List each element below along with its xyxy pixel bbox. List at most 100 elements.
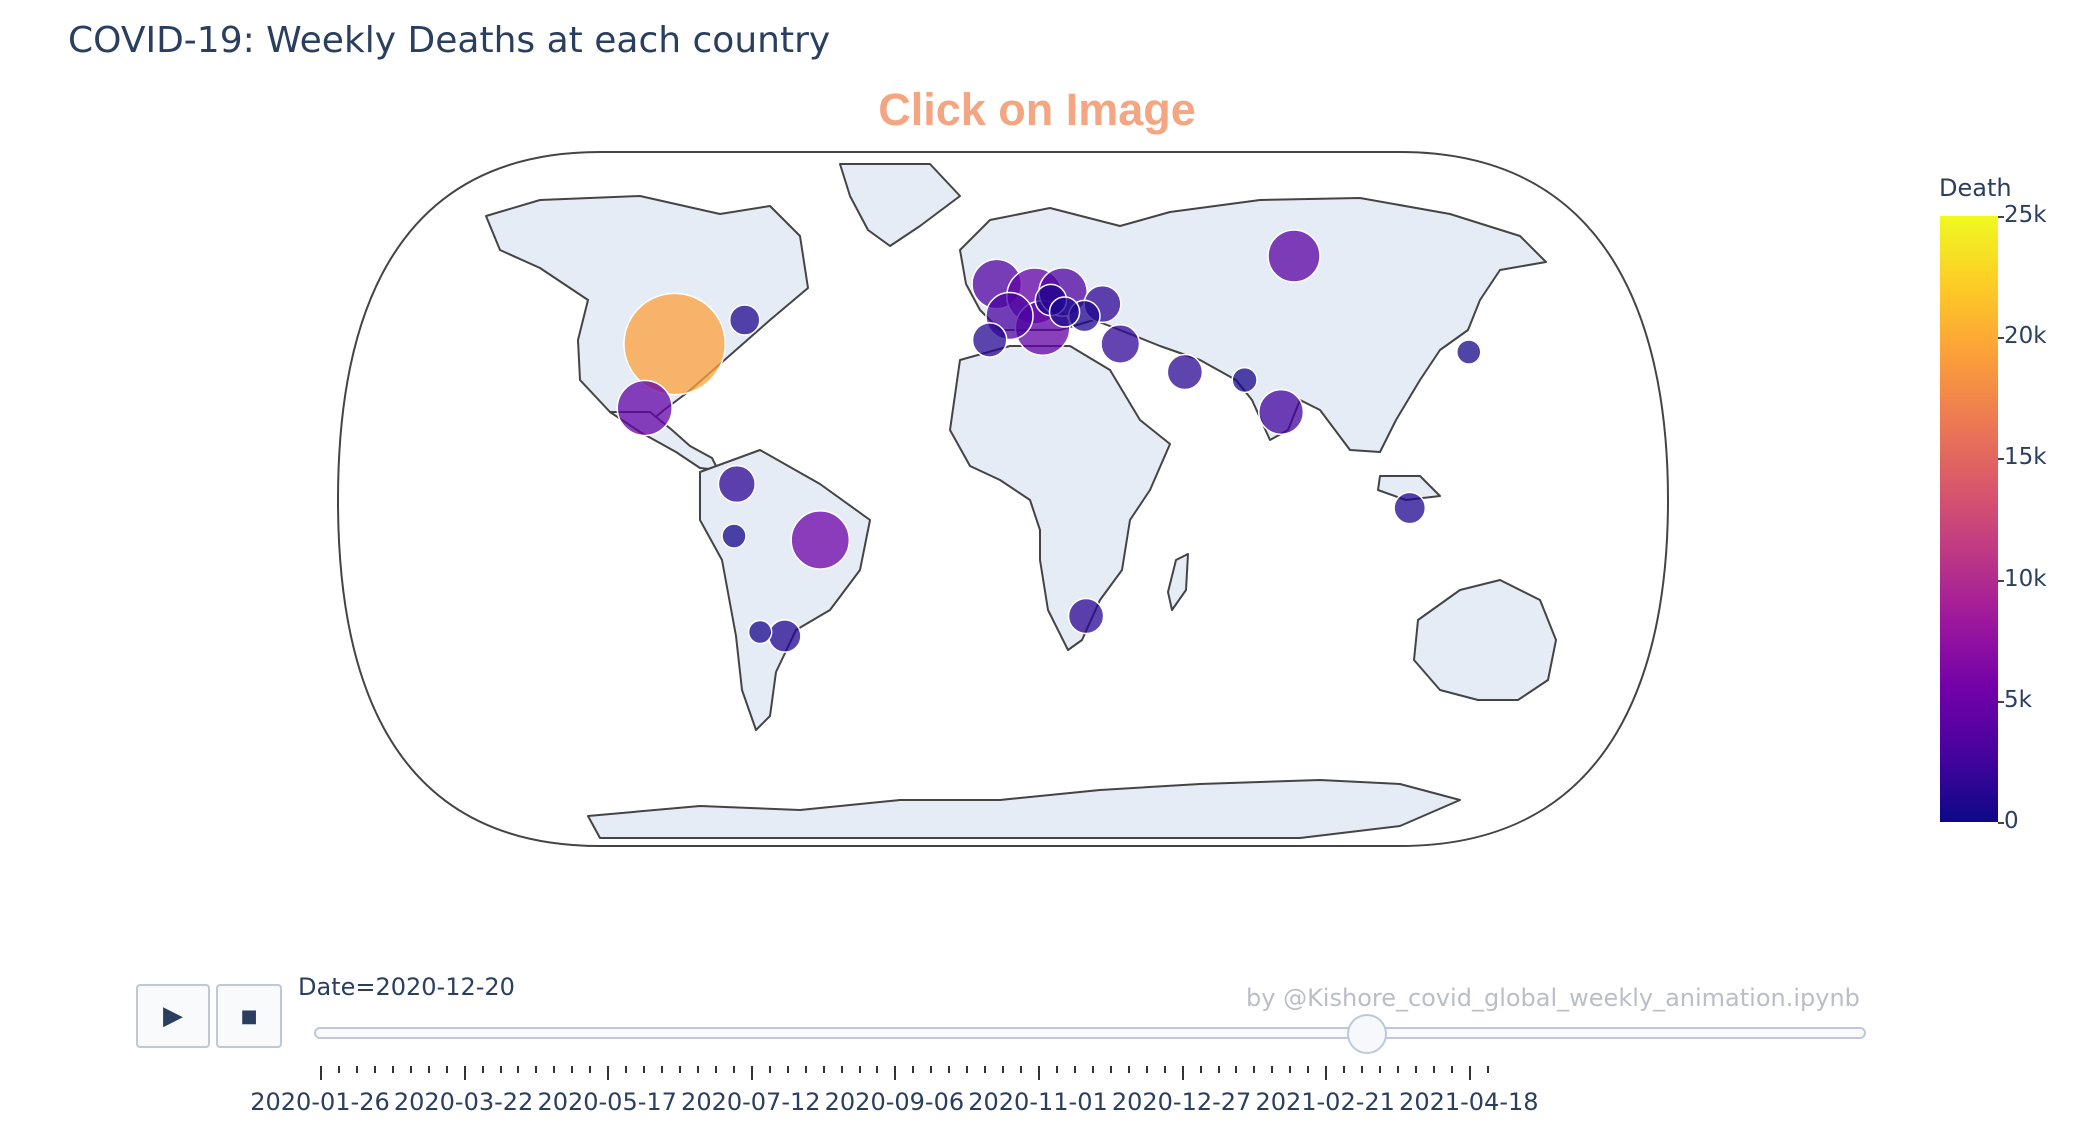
slider-tick bbox=[840, 1066, 843, 1073]
bubble-argentina[interactable] bbox=[767, 619, 802, 653]
slider-tick bbox=[1055, 1066, 1058, 1073]
slider-tick-label[interactable]: 2020-03-22 bbox=[393, 1088, 534, 1116]
slider-tick bbox=[1432, 1066, 1435, 1073]
slider-tick bbox=[499, 1066, 502, 1073]
stop-icon: ■ bbox=[240, 1005, 258, 1027]
bubble-peru[interactable] bbox=[721, 523, 747, 549]
colorbar bbox=[1940, 216, 1998, 822]
bubble-brazil[interactable] bbox=[790, 510, 851, 570]
land-australia bbox=[1413, 579, 1557, 701]
bubble-mexico[interactable] bbox=[616, 379, 673, 437]
slider-tick bbox=[1217, 1066, 1220, 1073]
slider-tick bbox=[391, 1066, 394, 1073]
world-map[interactable] bbox=[0, 0, 2074, 900]
slider-tick bbox=[1271, 1066, 1274, 1073]
slider-tick bbox=[696, 1066, 699, 1073]
bubble-canada[interactable] bbox=[728, 304, 761, 336]
slider-tick bbox=[625, 1066, 628, 1073]
land-indonesia bbox=[1377, 475, 1441, 501]
slider-tick bbox=[571, 1066, 574, 1073]
slider-tick-label[interactable]: 2020-07-12 bbox=[681, 1088, 821, 1116]
slider-tick-label[interactable]: 2020-01-26 bbox=[250, 1088, 390, 1116]
colorbar-tick bbox=[1998, 579, 2004, 582]
slider-tick bbox=[1253, 1066, 1256, 1073]
death-bubbles bbox=[616, 229, 1482, 653]
colorbar-tick-label: 25k bbox=[2004, 202, 2047, 228]
slider-tick bbox=[1379, 1066, 1382, 1073]
slider-tick bbox=[1468, 1066, 1471, 1080]
slider-tick-label[interactable]: 2020-09-06 bbox=[824, 1088, 965, 1116]
slider-tick bbox=[445, 1066, 448, 1073]
slider-tick bbox=[930, 1066, 933, 1073]
slider-tick bbox=[661, 1066, 664, 1073]
slider-tick-label[interactable]: 2021-02-21 bbox=[1255, 1088, 1395, 1116]
play-icon: ▶ bbox=[163, 1001, 183, 1031]
slider-tick bbox=[1199, 1066, 1202, 1073]
slider-handle[interactable] bbox=[1347, 1014, 1387, 1054]
slider-tick bbox=[481, 1066, 484, 1073]
colorbar-tick-label: 0 bbox=[2004, 808, 2019, 834]
slider-tick-label[interactable]: 2021-04-18 bbox=[1399, 1088, 1539, 1116]
slider-tick bbox=[463, 1066, 466, 1080]
slider-tick bbox=[1289, 1066, 1292, 1073]
slider-tick bbox=[714, 1066, 717, 1073]
bubble-indonesia[interactable] bbox=[1393, 491, 1427, 525]
slider-tick bbox=[337, 1066, 340, 1073]
play-button[interactable]: ▶ bbox=[136, 984, 210, 1048]
slider-tick bbox=[535, 1066, 538, 1073]
colorbar-tick-label: 10k bbox=[2004, 565, 2047, 592]
slider-tick-label[interactable]: 2020-05-17 bbox=[537, 1088, 677, 1116]
slider-tick bbox=[876, 1066, 879, 1073]
slider-tick bbox=[1343, 1066, 1346, 1073]
slider-tick bbox=[409, 1066, 412, 1073]
bubble-turkey[interactable] bbox=[1100, 324, 1141, 364]
bubble-south-africa[interactable] bbox=[1067, 597, 1105, 635]
colorbar-tick-label: 15k bbox=[2004, 444, 2047, 471]
land-antarctica bbox=[587, 779, 1461, 839]
bubble-colombia[interactable] bbox=[717, 464, 756, 504]
slider-rail[interactable] bbox=[314, 1027, 1866, 1039]
bubble-russia[interactable] bbox=[1267, 229, 1321, 283]
bubble-india[interactable] bbox=[1258, 388, 1305, 436]
slider-tick bbox=[427, 1066, 430, 1073]
slider-tick bbox=[1361, 1066, 1364, 1073]
slider-tick bbox=[1486, 1066, 1489, 1073]
slider-tick bbox=[1127, 1066, 1130, 1073]
slider-tick bbox=[1325, 1066, 1328, 1080]
bubble-chile[interactable] bbox=[747, 619, 773, 645]
bubble-united-states[interactable] bbox=[623, 292, 727, 396]
slider-tick bbox=[1091, 1066, 1094, 1073]
slider-tick bbox=[643, 1066, 646, 1073]
bubble-japan[interactable] bbox=[1456, 339, 1482, 365]
slider-tick bbox=[1397, 1066, 1399, 1073]
slider-tick bbox=[1307, 1066, 1310, 1073]
slider-tick-label[interactable]: 2020-11-01 bbox=[968, 1088, 1108, 1116]
slider-tick bbox=[966, 1066, 969, 1073]
slider-tick-label[interactable]: 2020-12-27 bbox=[1111, 1088, 1252, 1116]
slider-tick bbox=[679, 1066, 681, 1073]
slider-tick bbox=[822, 1066, 825, 1073]
slider-tick bbox=[768, 1066, 771, 1073]
credit-text: by @Kishore_covid_global_weekly_animatio… bbox=[1246, 984, 1860, 1012]
chart-title: COVID-19: Weekly Deaths at each country bbox=[68, 20, 831, 61]
slider-tick bbox=[1145, 1066, 1148, 1073]
bubble-spain[interactable] bbox=[971, 322, 1008, 358]
slider-tick bbox=[589, 1066, 592, 1073]
bubble-hungary[interactable] bbox=[1048, 296, 1081, 328]
stop-button[interactable]: ■ bbox=[216, 984, 282, 1048]
click-on-image-annotation[interactable]: Click on Image bbox=[878, 84, 1196, 135]
slider-tick bbox=[1002, 1066, 1005, 1073]
slider-tick bbox=[373, 1066, 376, 1073]
slider-tick bbox=[1450, 1066, 1453, 1073]
bubble-pakistan[interactable] bbox=[1231, 366, 1258, 394]
slider-tick bbox=[804, 1066, 807, 1073]
colorbar-title: Death bbox=[1939, 174, 2012, 202]
slider-tick bbox=[948, 1066, 951, 1073]
slider-tick bbox=[1163, 1066, 1166, 1073]
slider-tick bbox=[894, 1066, 897, 1080]
bubble-iran[interactable] bbox=[1166, 353, 1204, 391]
slider-tick bbox=[1414, 1066, 1417, 1073]
slider-tick bbox=[1181, 1066, 1184, 1080]
colorbar-tick bbox=[1998, 822, 2004, 824]
slider-tick bbox=[732, 1066, 735, 1073]
